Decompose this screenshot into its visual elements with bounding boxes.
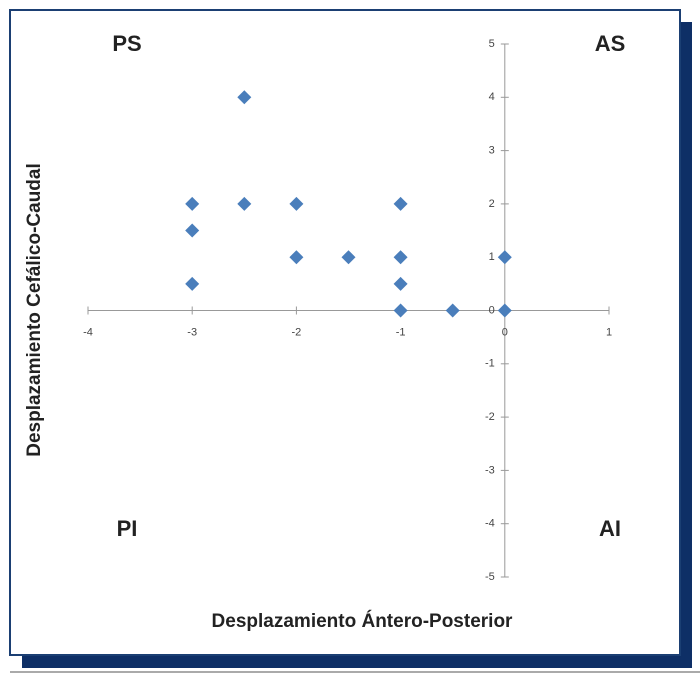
data-point (393, 250, 408, 265)
data-point (497, 303, 512, 318)
y-tick-label: 1 (489, 251, 495, 263)
quadrant-label: PI (117, 516, 138, 541)
x-tick-label: -4 (83, 326, 93, 338)
x-axis-title: Desplazamiento Ántero-Posterior (212, 610, 513, 632)
y-tick-label: 3 (489, 145, 495, 157)
data-point (497, 250, 512, 265)
x-tick-label: 0 (502, 326, 508, 338)
y-tick-label: -4 (485, 518, 495, 530)
x-tick-label: -3 (187, 326, 197, 338)
x-tick-label: 1 (606, 326, 612, 338)
quadrant-label: AI (599, 516, 621, 541)
y-tick-label: -1 (485, 358, 495, 370)
data-point (237, 90, 252, 105)
y-tick-label: 0 (489, 304, 495, 316)
data-point (393, 303, 408, 318)
x-tick-label: -1 (396, 326, 406, 338)
y-tick-label: -3 (485, 464, 495, 476)
y-tick-label: 5 (489, 38, 495, 50)
data-point (289, 196, 304, 211)
y-tick-label: -2 (485, 411, 495, 423)
data-point (185, 276, 200, 291)
data-point (289, 250, 304, 265)
x-tick-label: -2 (292, 326, 302, 338)
y-tick-label: 4 (489, 91, 495, 103)
data-point (341, 250, 356, 265)
data-point (237, 196, 252, 211)
data-point (393, 196, 408, 211)
frame (9, 9, 681, 656)
y-tick-label: -5 (485, 571, 495, 583)
data-point (185, 196, 200, 211)
data-point (393, 276, 408, 291)
data-point (445, 303, 460, 318)
y-tick-label: 2 (489, 198, 495, 210)
data-point (185, 223, 200, 238)
y-axis-title: Desplazamiento Cefálico-Caudal (24, 163, 45, 457)
quadrant-label: PS (112, 31, 141, 56)
quadrant-label: AS (595, 31, 626, 56)
